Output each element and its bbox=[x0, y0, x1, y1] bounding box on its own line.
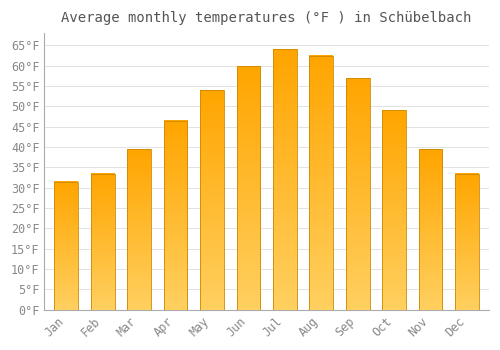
Bar bbox=[346, 78, 370, 310]
Bar bbox=[164, 121, 188, 310]
Bar bbox=[382, 111, 406, 310]
Title: Average monthly temperatures (°F ) in Schübelbach: Average monthly temperatures (°F ) in Sc… bbox=[62, 11, 472, 25]
Bar bbox=[200, 90, 224, 310]
Bar bbox=[273, 49, 296, 310]
Bar bbox=[419, 149, 442, 310]
Bar bbox=[236, 66, 260, 310]
Bar bbox=[455, 174, 479, 310]
Bar bbox=[310, 56, 333, 310]
Bar bbox=[54, 182, 78, 310]
Bar bbox=[91, 174, 114, 310]
Bar bbox=[128, 149, 151, 310]
